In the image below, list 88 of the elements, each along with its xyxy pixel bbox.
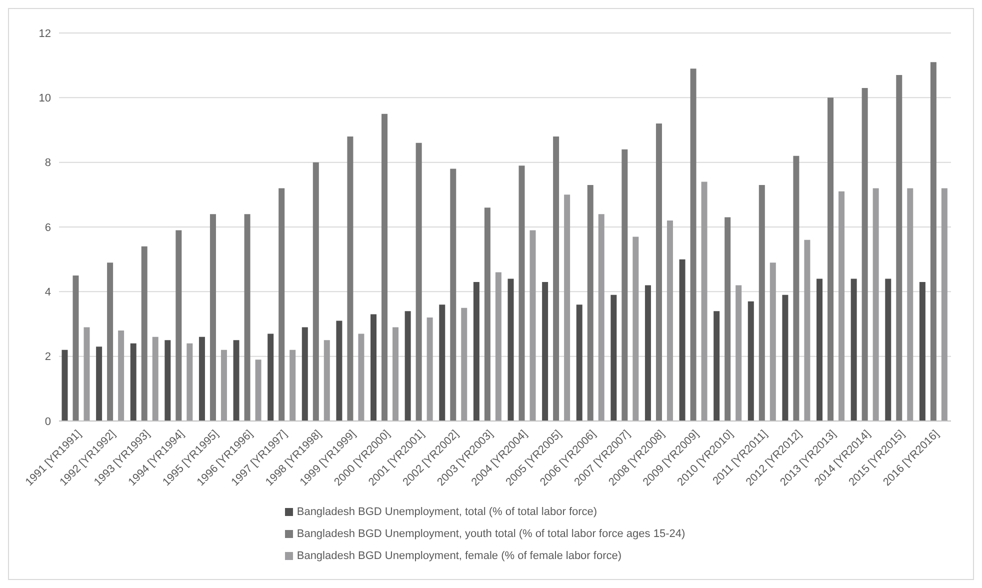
bar <box>84 327 90 421</box>
bar <box>518 166 525 421</box>
bar <box>666 220 673 421</box>
bar <box>576 304 582 421</box>
bar <box>656 124 662 421</box>
bar <box>176 230 182 421</box>
bar <box>919 282 926 421</box>
bar <box>312 162 319 421</box>
bar <box>896 75 902 421</box>
bar <box>885 278 892 421</box>
bar <box>130 343 136 421</box>
bar <box>268 334 274 421</box>
bar <box>690 68 696 421</box>
y-tick-label: 6 <box>44 222 51 234</box>
bar <box>758 184 765 421</box>
bar <box>96 346 102 421</box>
bar <box>495 272 502 421</box>
y-tick-label: 2 <box>44 351 51 364</box>
legend-label: Bangladesh BGD Unemployment, youth total (% of total labor force ages 15-24) <box>296 528 686 540</box>
bar <box>679 259 686 421</box>
bar <box>72 276 79 421</box>
bar <box>152 336 158 421</box>
bar <box>542 282 548 421</box>
bar <box>850 278 857 421</box>
bar <box>610 294 617 421</box>
bar <box>530 230 536 421</box>
legend-label: Bangladesh BGD Unemployment, total (% of total labor force) <box>296 506 598 518</box>
bar <box>290 350 296 421</box>
y-tick-label: 4 <box>44 286 51 299</box>
bar <box>838 191 845 421</box>
bar <box>622 149 628 421</box>
bar <box>210 214 216 421</box>
bar <box>770 262 776 421</box>
bar <box>278 188 285 421</box>
bar <box>748 301 754 421</box>
bar <box>816 278 823 421</box>
bar <box>587 184 594 421</box>
bar <box>62 350 68 421</box>
bar <box>404 311 411 421</box>
bar <box>358 334 364 421</box>
bar <box>461 308 468 421</box>
y-tick-label: 10 <box>38 92 51 105</box>
bar <box>484 208 490 421</box>
bar <box>724 217 731 421</box>
bar <box>828 98 834 421</box>
bar <box>872 188 879 421</box>
bar <box>233 340 240 421</box>
bar <box>392 327 399 421</box>
bar <box>644 285 651 421</box>
bar <box>598 214 604 421</box>
bar <box>736 285 742 421</box>
bar <box>370 314 377 421</box>
bar <box>198 336 205 421</box>
bar <box>244 214 250 421</box>
bar <box>255 360 262 421</box>
bar <box>302 327 308 421</box>
bar <box>804 240 810 421</box>
bar <box>347 136 354 421</box>
bar <box>508 278 514 421</box>
bar <box>382 114 388 421</box>
bar <box>220 350 227 421</box>
bar <box>416 142 422 421</box>
y-tick-label: 8 <box>44 157 51 170</box>
bar <box>941 188 948 421</box>
bar <box>782 294 788 421</box>
bar <box>930 62 936 421</box>
bar <box>701 182 708 421</box>
bar <box>141 246 148 421</box>
bar <box>118 330 124 421</box>
bar <box>336 320 342 421</box>
bar <box>907 188 914 421</box>
bar <box>450 168 456 421</box>
bar <box>553 136 560 421</box>
legend-label: Bangladesh BGD Unemployment, female (% of female labor force) <box>296 550 622 562</box>
bar <box>324 340 330 421</box>
bar <box>439 304 446 421</box>
bar <box>564 194 570 421</box>
bar <box>186 343 193 421</box>
bar <box>862 88 868 421</box>
y-tick-label: 12 <box>38 28 51 40</box>
bar <box>426 318 433 421</box>
bar <box>793 156 800 421</box>
bar <box>107 262 114 421</box>
bar <box>632 236 639 421</box>
bar <box>714 311 720 421</box>
y-tick-label: 0 <box>44 416 51 428</box>
bar <box>473 282 480 421</box>
bar <box>164 340 171 421</box>
